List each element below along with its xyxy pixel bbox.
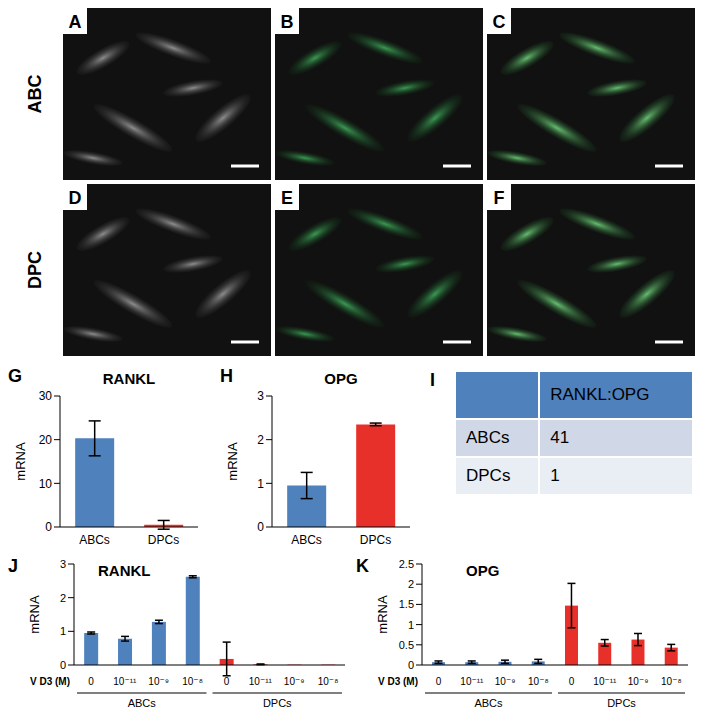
svg-text:0: 0 (408, 659, 414, 671)
svg-text:10⁻¹¹: 10⁻¹¹ (113, 676, 137, 687)
svg-text:ABCs: ABCs (128, 697, 157, 709)
svg-text:V D3 (M): V D3 (M) (30, 676, 70, 687)
svg-text:10⁻¹¹: 10⁻¹¹ (249, 676, 273, 687)
svg-text:0: 0 (60, 659, 66, 671)
svg-text:1: 1 (408, 619, 414, 631)
svg-text:V D3 (M): V D3 (M) (378, 676, 418, 687)
svg-text:D: D (69, 188, 82, 208)
svg-text:10⁻⁸: 10⁻⁸ (661, 676, 682, 687)
svg-text:10⁻¹¹: 10⁻¹¹ (460, 676, 484, 687)
html-text:J: J (8, 556, 18, 576)
svg-text:ABCs: ABCs (291, 533, 322, 547)
svg-text:20: 20 (39, 433, 53, 447)
svg-text:F: F (494, 188, 505, 208)
svg-text:10⁻¹¹: 10⁻¹¹ (593, 676, 617, 687)
svg-text:10⁻⁹: 10⁻⁹ (148, 676, 169, 687)
svg-text:ABCs: ABCs (79, 533, 110, 547)
svg-text:mRNA: mRNA (27, 595, 42, 634)
html-text:1: 1 (550, 466, 560, 485)
svg-text:ABC: ABC (25, 75, 45, 114)
html-text:OPG: OPG (466, 562, 500, 579)
svg-text:3: 3 (60, 558, 66, 570)
svg-text:10⁻⁸: 10⁻⁸ (318, 676, 339, 687)
svg-text:2.5: 2.5 (399, 558, 414, 570)
svg-text:2: 2 (257, 433, 264, 447)
svg-text:10⁻⁹: 10⁻⁹ (628, 676, 649, 687)
svg-text:10⁻⁹: 10⁻⁹ (495, 676, 516, 687)
html-text:41: 41 (550, 428, 570, 447)
html-text:OPG: OPG (324, 370, 358, 387)
svg-text:mRNA: mRNA (13, 442, 28, 481)
html-text:H: H (220, 366, 233, 386)
svg-text:30: 30 (39, 389, 53, 403)
svg-text:DPCs: DPCs (263, 697, 292, 709)
svg-text:0: 0 (436, 676, 442, 687)
html-text:RANKL: RANKL (102, 370, 156, 387)
svg-text:E: E (281, 188, 293, 208)
html-text:ABCs: ABCs (466, 428, 510, 447)
svg-text:0: 0 (569, 676, 575, 687)
html-text:I: I (430, 370, 435, 390)
svg-text:mRNA: mRNA (375, 595, 390, 634)
svg-text:DPCs: DPCs (607, 697, 636, 709)
svg-text:0: 0 (88, 676, 94, 687)
svg-text:1: 1 (60, 625, 66, 637)
svg-text:10⁻⁸: 10⁻⁸ (528, 676, 549, 687)
svg-text:0: 0 (224, 676, 230, 687)
svg-text:2: 2 (60, 592, 66, 604)
html-text:RANKL: RANKL (98, 562, 151, 579)
svg-text:3: 3 (257, 389, 264, 403)
svg-text:1.5: 1.5 (399, 598, 414, 610)
html-text:RANKL:OPG: RANKL:OPG (550, 385, 650, 404)
svg-text:0: 0 (45, 520, 52, 534)
html-text:DPCs: DPCs (466, 466, 511, 485)
svg-text:10⁻⁹: 10⁻⁹ (284, 676, 305, 687)
svg-text:DPCs: DPCs (148, 533, 179, 547)
svg-text:10⁻⁸: 10⁻⁸ (182, 676, 203, 687)
html-text:K: K (356, 556, 369, 576)
svg-text:2: 2 (408, 578, 414, 590)
svg-text:DPCs: DPCs (360, 533, 391, 547)
svg-text:0.5: 0.5 (399, 639, 414, 651)
svg-text:DPC: DPC (25, 251, 45, 289)
svg-text:A: A (69, 12, 82, 32)
svg-text:C: C (493, 12, 506, 32)
svg-text:0: 0 (257, 520, 264, 534)
html-text:G: G (8, 366, 22, 386)
svg-text:ABCs: ABCs (474, 697, 503, 709)
svg-text:mRNA: mRNA (225, 442, 240, 481)
svg-text:10: 10 (39, 477, 53, 491)
svg-text:B: B (281, 12, 294, 32)
svg-text:1: 1 (257, 477, 264, 491)
